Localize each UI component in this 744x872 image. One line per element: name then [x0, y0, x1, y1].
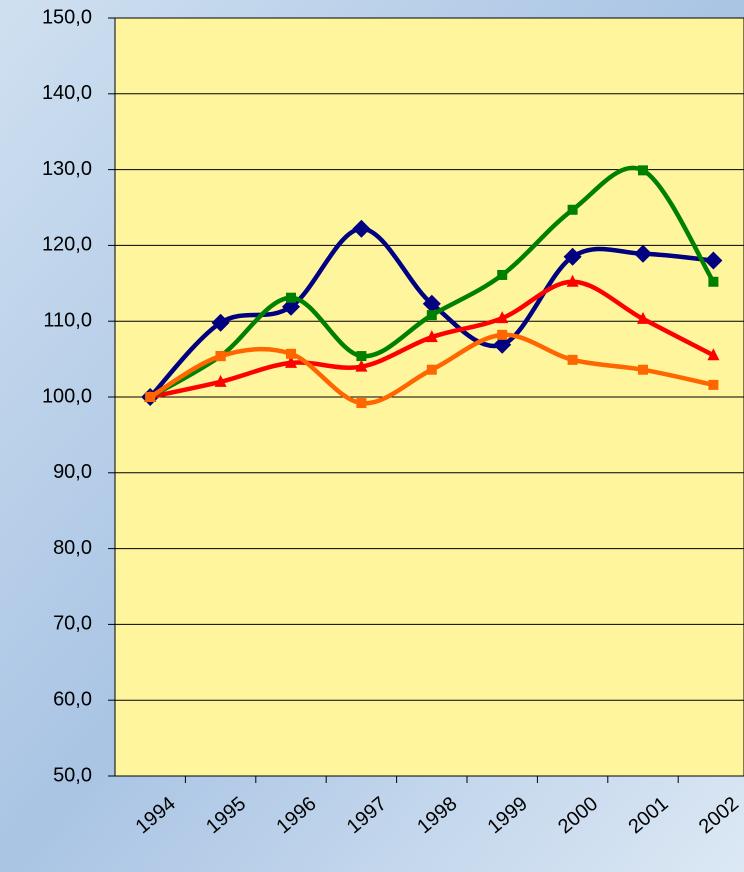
marker — [352, 219, 371, 238]
marker — [638, 364, 648, 375]
marker — [422, 294, 441, 313]
y-tick-label: 130,0 — [42, 158, 92, 180]
y-tick-label: 60,0 — [53, 688, 92, 710]
marker — [214, 374, 227, 387]
y-tick-label: 90,0 — [53, 461, 92, 483]
marker — [708, 276, 719, 287]
marker — [638, 165, 648, 176]
marker — [145, 392, 156, 402]
marker — [286, 348, 296, 359]
marker — [563, 247, 582, 266]
marker — [567, 354, 578, 365]
marker — [426, 310, 437, 321]
marker — [567, 204, 578, 215]
marker — [493, 335, 512, 354]
marker — [425, 330, 438, 343]
marker — [707, 348, 720, 361]
marker — [356, 351, 367, 362]
marker — [704, 251, 723, 270]
marker — [356, 398, 367, 409]
y-tick-label: 100,0 — [42, 385, 92, 407]
marker — [637, 311, 649, 324]
marker — [497, 269, 508, 280]
marker — [355, 359, 368, 372]
marker — [285, 355, 297, 368]
marker — [286, 292, 296, 303]
y-tick-label: 70,0 — [53, 613, 92, 635]
marker — [211, 313, 230, 332]
marker — [215, 351, 226, 362]
y-tick-label: 140,0 — [42, 82, 92, 104]
marker — [497, 329, 508, 340]
marker — [634, 244, 652, 263]
y-tick-label: 150,0 — [42, 6, 92, 28]
marker — [566, 274, 579, 287]
marker — [426, 364, 437, 375]
marker — [496, 311, 509, 324]
y-tick-label: 50,0 — [53, 764, 92, 786]
y-tick-label: 120,0 — [42, 234, 92, 256]
marker — [708, 379, 719, 390]
y-tick-label: 80,0 — [53, 537, 92, 559]
y-tick-label: 110,0 — [43, 309, 92, 331]
